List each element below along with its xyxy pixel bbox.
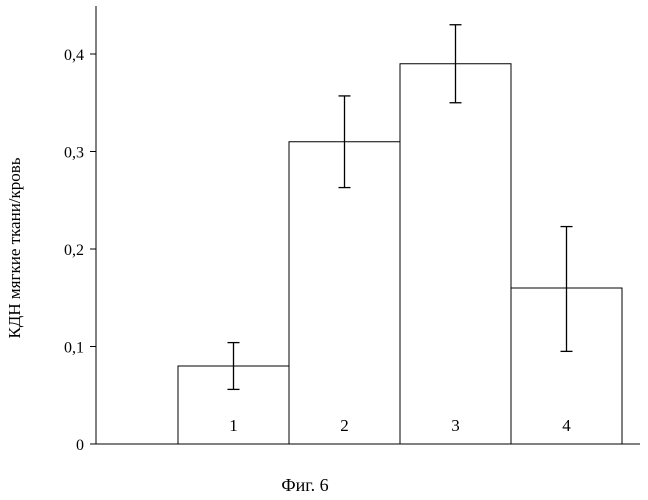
figure-caption: Фиг. 6 [281, 475, 328, 495]
bars [178, 64, 622, 444]
y-tick-label: 0,1 [64, 340, 84, 357]
y-tick-label: 0,4 [64, 47, 84, 64]
bar-label-4: 4 [562, 416, 571, 435]
y-tick-label: 0 [76, 437, 84, 454]
bar-3 [400, 64, 511, 444]
y-ticks: 0 0,1 0,2 0,3 0,4 [64, 47, 96, 454]
bar-label-2: 2 [340, 416, 349, 435]
y-tick-label: 0,2 [64, 242, 84, 259]
y-axis-title: КДН мягкие ткани/кровь [5, 157, 24, 338]
bar-label-1: 1 [229, 416, 238, 435]
bar-label-3: 3 [451, 416, 460, 435]
y-tick-label: 0,3 [64, 145, 84, 162]
